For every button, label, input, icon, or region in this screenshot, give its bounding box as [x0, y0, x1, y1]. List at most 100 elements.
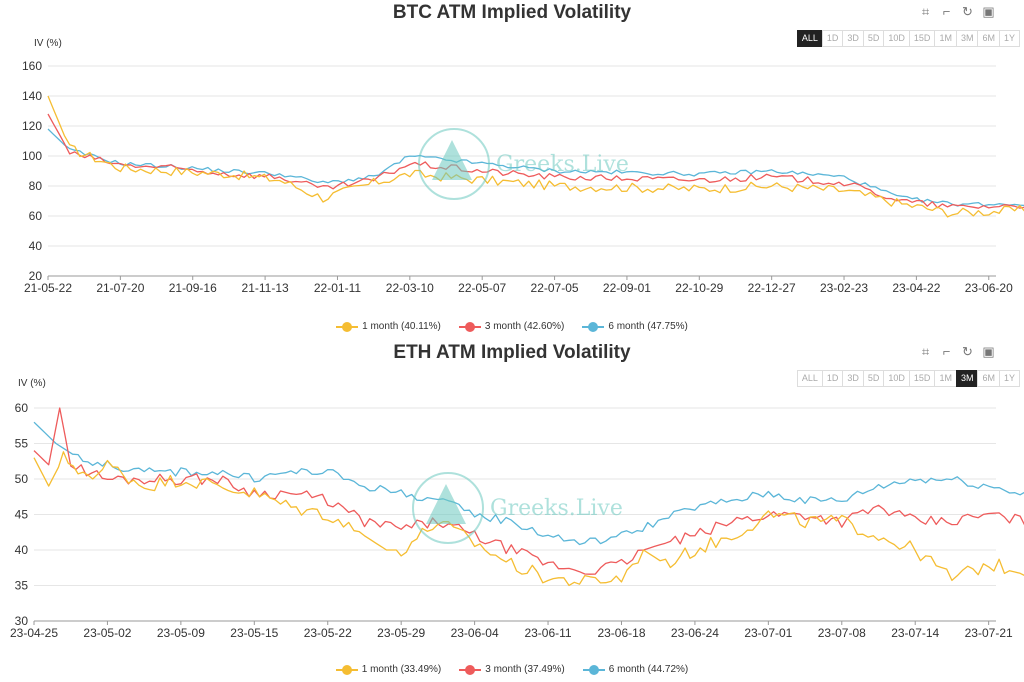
series-line-3m [33, 407, 1024, 575]
x-tick-label: 23-02-23 [820, 281, 868, 295]
x-tick-label: 23-06-20 [965, 281, 1013, 295]
restore-icon[interactable]: ↻ [962, 4, 973, 19]
x-tick-label: 23-05-29 [377, 626, 425, 640]
watermark: Greeks.Live [412, 472, 623, 544]
legend-item-1m[interactable]: 1 month (40.11%) [336, 321, 441, 332]
legend-item-3m[interactable]: 3 month (37.49%) [459, 664, 565, 675]
series-line-3m [47, 113, 1024, 209]
series-line-6m [33, 421, 1024, 546]
watermark-text: Greeks.Live [496, 151, 629, 177]
y-tick-label: 45 [15, 508, 29, 522]
crop-icon[interactable]: ⌗ [921, 4, 930, 19]
watermark: Greeks.Live [418, 128, 629, 200]
legend-item-3m[interactable]: 3 month (42.60%) [458, 321, 565, 332]
crop-icon[interactable]: ⌗ [921, 344, 930, 359]
eth-plot: IV (%) 30 35 40 45 50 55 60 23-04-25 23-05-02 23-0… [10, 378, 1024, 640]
x-tick-label: 22-12-27 [748, 281, 796, 295]
watermark-logo-icon [418, 128, 490, 200]
legend: 1 month (33.49%) 3 month (37.49%) 6 month … [0, 664, 1024, 675]
legend-item-6m[interactable]: 6 month (47.75%) [582, 321, 688, 332]
y-tick-label: 40 [29, 239, 43, 253]
range-button-10d[interactable]: 10D [883, 30, 910, 47]
y-tick-label: 20 [29, 269, 43, 283]
y-tick-label: 140 [22, 89, 42, 103]
legend-label: 3 month (42.60%) [484, 321, 565, 332]
legend-swatch-icon [336, 321, 359, 332]
range-selector: ALL 1D 3D 5D 10D 15D 1M 3M 6M 1Y [796, 30, 1020, 47]
crop-reset-icon[interactable]: ⌐ [942, 344, 951, 359]
range-button-3d[interactable]: 3D [842, 30, 864, 47]
legend-swatch-icon [459, 664, 482, 675]
x-tick-label: 21-09-16 [169, 281, 217, 295]
y-axis-label: IV (%) [34, 38, 62, 49]
legend-swatch-icon [582, 664, 605, 675]
range-button-1y[interactable]: 1Y [998, 370, 1020, 387]
y-tick-label: 35 [15, 579, 29, 593]
x-tick-label: 22-07-05 [531, 281, 579, 295]
x-tick-label: 23-07-21 [965, 626, 1013, 640]
legend-swatch-icon [335, 664, 358, 675]
range-button-15d[interactable]: 15D [908, 370, 936, 387]
y-tick-label: 30 [15, 614, 29, 628]
range-button-1m[interactable]: 1M [934, 370, 957, 387]
x-tick-label: 23-07-01 [744, 626, 792, 640]
legend-label: 1 month (40.11%) [362, 321, 441, 332]
legend-label: 6 month (44.72%) [608, 664, 689, 675]
legend-label: 1 month (33.49%) [361, 664, 442, 675]
range-selector: ALL 1D 3D 5D 10D 15D 1M 3M 6M 1Y [796, 370, 1020, 387]
x-tick-label: 23-06-11 [524, 626, 571, 640]
y-tick-label: 160 [22, 59, 42, 73]
y-tick-label: 60 [29, 209, 43, 223]
legend-item-1m[interactable]: 1 month (33.49%) [335, 664, 442, 675]
btc-plot: IV (%) 20 40 60 80 100 120 140 160 21-05-22 21-07-… [22, 38, 1024, 295]
y-tick-label: 100 [22, 149, 42, 163]
series-line-1m [47, 95, 1024, 218]
watermark-logo-icon [412, 472, 484, 544]
chart-toolbox: ⌗ ⌐ ↻ ▣ [918, 4, 996, 19]
x-tick-label: 23-06-24 [671, 626, 719, 640]
save-image-icon[interactable]: ▣ [982, 4, 995, 19]
series-line-6m [47, 128, 1024, 207]
y-tick-label: 80 [29, 179, 43, 193]
x-tick-label: 23-05-15 [230, 626, 278, 640]
x-tick-label: 23-07-14 [891, 626, 939, 640]
restore-icon[interactable]: ↻ [962, 344, 973, 359]
range-button-1y[interactable]: 1Y [998, 30, 1020, 47]
x-tick-label: 23-05-02 [83, 626, 131, 640]
x-tick-label: 23-04-22 [892, 281, 940, 295]
x-tick-label: 22-01-11 [314, 281, 361, 295]
legend-swatch-icon [458, 321, 481, 332]
btc-chart-panel: BTC ATM Implied Volatility ⌗ ⌐ ↻ ▣ ALL 1D… [0, 0, 1024, 340]
x-tick-label: 23-07-08 [818, 626, 866, 640]
x-tick-label: 23-06-04 [451, 626, 499, 640]
x-tick-label: 22-03-10 [386, 281, 434, 295]
x-tick-label: 23-05-22 [304, 626, 352, 640]
legend-label: 6 month (47.75%) [608, 321, 688, 332]
save-image-icon[interactable]: ▣ [982, 344, 995, 359]
x-tick-label: 22-09-01 [603, 281, 651, 295]
eth-chart-panel: ETH ATM Implied Volatility ⌗ ⌐ ↻ ▣ ALL 1D… [0, 340, 1024, 682]
y-tick-label: 120 [22, 119, 42, 133]
x-tick-label: 23-05-09 [157, 626, 205, 640]
x-tick-label: 22-10-29 [675, 281, 723, 295]
range-button-5d[interactable]: 5D [862, 370, 885, 387]
chart-title: BTC ATM Implied Volatility [392, 2, 632, 23]
legend-swatch-icon [582, 321, 605, 332]
x-tick-label: 21-05-22 [24, 281, 72, 295]
x-tick-label: 23-04-25 [10, 626, 58, 640]
x-tick-label: 23-06-18 [597, 626, 645, 640]
watermark-text: Greeks.Live [490, 495, 623, 521]
y-axis-label: IV (%) [18, 378, 46, 389]
x-tick-label: 22-05-07 [458, 281, 506, 295]
crop-reset-icon[interactable]: ⌐ [942, 4, 951, 19]
chart-toolbox: ⌗ ⌐ ↻ ▣ [918, 344, 996, 359]
series-line-1m [33, 451, 1024, 587]
legend-label: 3 month (37.49%) [485, 664, 565, 675]
x-tick-label: 21-07-20 [96, 281, 144, 295]
legend: 1 month (40.11%) 3 month (42.60%) 6 month … [0, 321, 1024, 332]
chart-title: ETH ATM Implied Volatility [393, 342, 631, 363]
y-tick-label: 50 [15, 472, 29, 486]
range-button-3m[interactable]: 3M [955, 30, 979, 47]
legend-item-6m[interactable]: 6 month (44.72%) [582, 664, 689, 675]
y-tick-label: 55 [15, 437, 29, 451]
